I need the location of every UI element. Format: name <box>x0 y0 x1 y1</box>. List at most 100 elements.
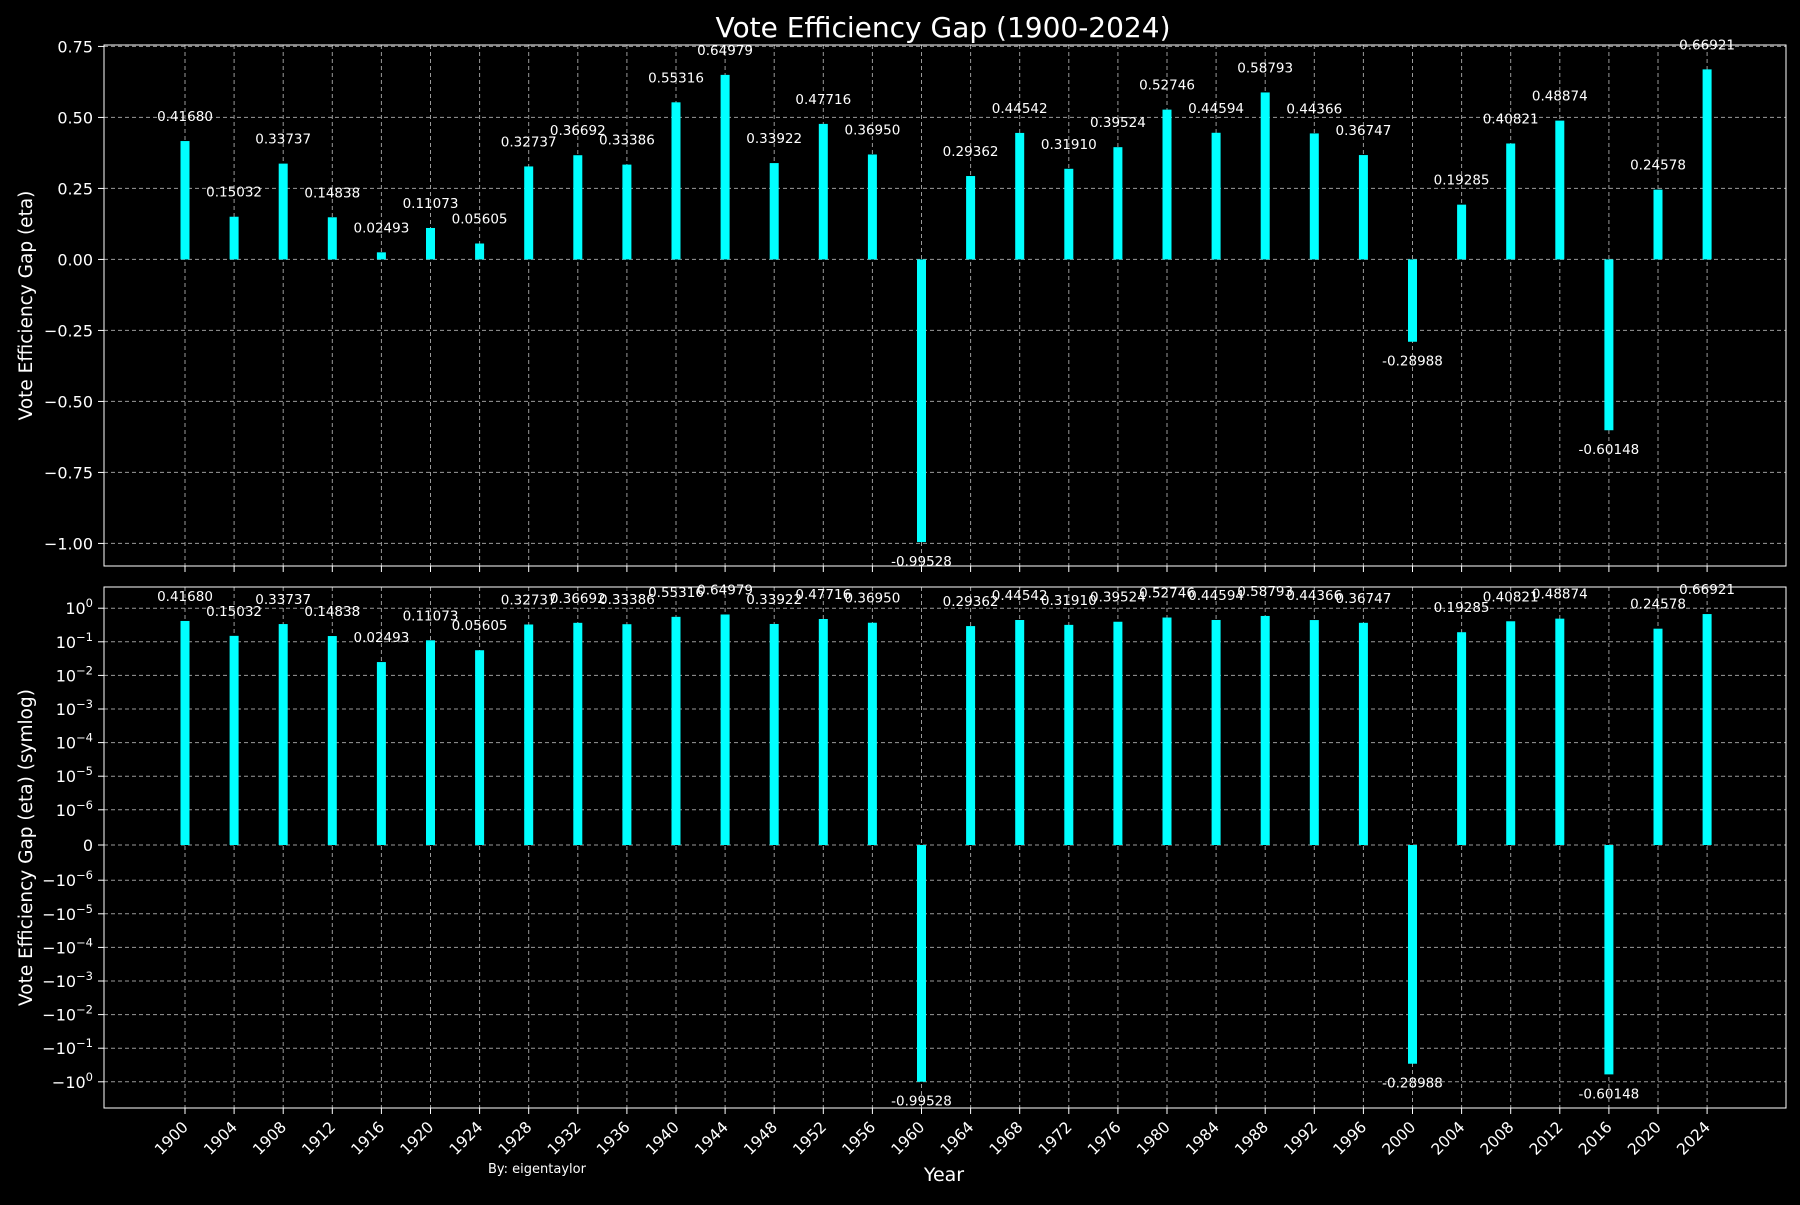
y-tick-exponent: 0 <box>86 596 93 610</box>
data-label: 0.48874 <box>1532 89 1588 105</box>
y-ticks: 0.75 0.50 0.25 0.00 −0.25 −0.50 −0.75 −1.00 <box>44 37 104 553</box>
y-tick-label: 0.50 <box>57 108 93 127</box>
bars <box>180 69 1712 543</box>
data-label: 0.31910 <box>1041 137 1097 153</box>
bar-2020 <box>1653 189 1663 260</box>
data-label: 0.31910 <box>1041 593 1097 609</box>
bar-1984 <box>1211 619 1221 845</box>
chart-title: Vote Efficiency Gap (1900-2024) <box>716 11 1171 44</box>
data-label: 0.48874 <box>1532 587 1588 603</box>
bar-2004 <box>1457 204 1467 260</box>
y-tick-base: −10 <box>42 1039 76 1058</box>
data-label: -0.60148 <box>1579 1086 1640 1102</box>
bar-2008 <box>1506 143 1516 260</box>
bar-1956 <box>867 622 877 845</box>
data-label: 0.40821 <box>1483 111 1539 127</box>
bar-1980 <box>1162 617 1172 845</box>
data-label: 0.19285 <box>1434 600 1490 616</box>
y-tick-base: 0 <box>83 836 93 855</box>
y-tick-label: 0 <box>83 836 93 855</box>
data-label: 0.24578 <box>1630 597 1686 613</box>
y-tick-exponent: −3 <box>76 697 93 711</box>
y-tick-exponent: −2 <box>76 1003 93 1017</box>
y-tick-label: −10−1 <box>42 1036 93 1058</box>
data-label: 0.33737 <box>255 592 311 608</box>
data-label: 0.36747 <box>1335 591 1391 607</box>
bar-2024 <box>1702 69 1712 260</box>
bar-2024 <box>1702 614 1712 845</box>
credit-text: By: eigentaylor <box>488 1162 587 1177</box>
bar-1928 <box>524 624 534 845</box>
bar-1944 <box>720 614 730 845</box>
x-axis-label: Year <box>923 1164 964 1186</box>
y-tick-label: −10−6 <box>42 868 93 890</box>
bar-1924 <box>475 243 485 260</box>
bar-1948 <box>769 163 779 260</box>
y-tick-label: 10−1 <box>56 630 93 652</box>
bar-1936 <box>622 164 632 260</box>
y-tick-base: 10 <box>56 666 76 685</box>
data-label: 0.29362 <box>943 594 999 610</box>
bar-1984 <box>1211 132 1221 260</box>
bar-2012 <box>1555 120 1565 260</box>
bar-2012 <box>1555 618 1565 845</box>
y-tick-base: −10 <box>42 972 76 991</box>
y-tick-base: −10 <box>42 871 76 890</box>
y-tick-label: 10−5 <box>56 764 93 786</box>
data-label: 0.05605 <box>452 618 508 634</box>
y-tick-base: 10 <box>65 599 85 618</box>
y-tick-exponent: −5 <box>76 902 93 916</box>
data-label: 0.14838 <box>304 185 360 201</box>
y-tick-label: 10−6 <box>56 798 93 820</box>
data-label: 0.32737 <box>501 134 557 150</box>
data-label: 0.47716 <box>795 587 851 603</box>
bar-1924 <box>475 650 485 845</box>
y-tick-label: −1.00 <box>44 534 93 553</box>
data-label: 0.11073 <box>403 196 459 212</box>
bar-1912 <box>327 636 337 845</box>
data-label: 0.14838 <box>304 604 360 620</box>
bar-1932 <box>573 622 583 845</box>
bar-1972 <box>1064 168 1074 260</box>
bar-1980 <box>1162 109 1172 260</box>
bar-2000 <box>1408 845 1417 1064</box>
bar-1904 <box>229 635 239 845</box>
data-label: 0.58793 <box>1237 584 1293 600</box>
bar-1928 <box>524 166 534 260</box>
bar-1912 <box>327 217 337 260</box>
bar-1920 <box>426 640 435 845</box>
data-label: 0.44594 <box>1188 588 1244 604</box>
data-label: 0.11073 <box>403 608 459 624</box>
bar-2020 <box>1653 628 1663 845</box>
y-tick-base: 10 <box>56 734 76 753</box>
y-tick-label: −10−3 <box>42 969 93 991</box>
data-label: 0.19285 <box>1434 173 1490 189</box>
data-label: 0.40821 <box>1483 589 1539 605</box>
bar-1976 <box>1113 621 1123 845</box>
bar-1952 <box>818 618 828 845</box>
bar-1956 <box>867 154 877 260</box>
y-ticks: 10010−110−210−310−410−510−60−10−6−10−5−1… <box>42 596 104 1092</box>
data-label: 0.44542 <box>992 101 1048 117</box>
bar-1964 <box>966 176 976 260</box>
y-axis-label: Vote Efficiency Gap (eta) (symlog) <box>16 689 37 1006</box>
bar-1904 <box>229 216 239 260</box>
data-label: 0.66921 <box>1679 582 1735 598</box>
bar-1992 <box>1309 620 1319 845</box>
data-label: 0.41680 <box>157 109 213 125</box>
bar-1964 <box>966 626 976 845</box>
bar-1996 <box>1358 622 1368 845</box>
bar-1960 <box>917 845 926 1082</box>
y-tick-base: −10 <box>42 938 76 957</box>
bar-2000 <box>1408 259 1417 342</box>
data-label: -0.99528 <box>891 1094 952 1110</box>
y-tick-exponent: −1 <box>76 630 93 644</box>
y-axis-label: Vote Efficiency Gap (eta) <box>16 191 37 421</box>
data-label: -0.60148 <box>1579 442 1640 458</box>
y-tick-label: −0.25 <box>44 321 93 340</box>
bar-1968 <box>1015 620 1025 845</box>
data-label: 0.05605 <box>452 212 508 228</box>
